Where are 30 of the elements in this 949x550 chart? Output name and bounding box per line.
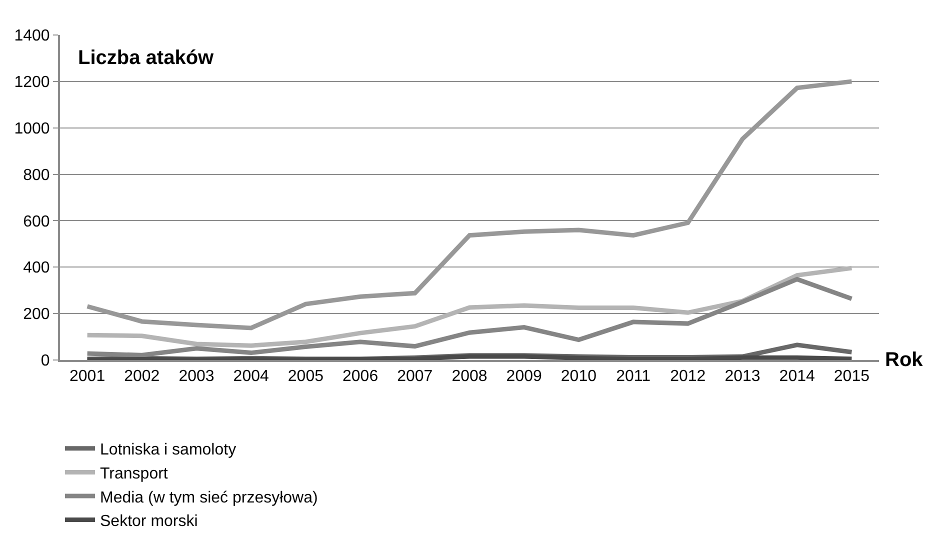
x-axis-title: Rok	[885, 349, 924, 371]
y-axis-title: Liczba ataków	[78, 47, 214, 69]
y-tick-label: 1000	[14, 120, 50, 138]
y-tick-label: 1400	[14, 28, 50, 45]
x-tick-label: 2004	[233, 368, 269, 386]
x-tick-label: 2010	[560, 368, 597, 386]
x-tick-label: 2012	[670, 368, 706, 386]
line-series	[85, 266, 854, 348]
x-tick-label: 2015	[834, 368, 870, 386]
y-tick-label: 200	[23, 306, 50, 324]
y-tick-label: 800	[23, 166, 50, 184]
legend-label: Media (w tym sieć przesyłowa)	[100, 489, 318, 506]
legend-label: Sektor morski	[100, 513, 198, 530]
legend-label: Lotniska i samoloty	[100, 442, 236, 459]
y-tick-label: 600	[23, 213, 50, 230]
x-tick-label: 2001	[70, 368, 106, 386]
x-tick-label: 2007	[397, 368, 433, 386]
x-tick-label: 2003	[178, 368, 214, 386]
x-tick-label: 2009	[506, 368, 542, 386]
x-tick-label: 2014	[779, 368, 815, 386]
x-tick-label: 2002	[124, 368, 160, 386]
x-tick-label: 2011	[616, 368, 651, 386]
x-tick-label: 2005	[288, 368, 324, 386]
x-tick-label: 2006	[342, 368, 378, 386]
legend-label: Transport	[100, 465, 168, 482]
y-tick-label: 0	[40, 352, 50, 370]
x-tick-label: 2013	[724, 368, 760, 386]
x-tick-label: 2008	[452, 368, 488, 386]
y-tick-label: 400	[23, 260, 50, 277]
y-tick-label: 1200	[14, 74, 50, 92]
